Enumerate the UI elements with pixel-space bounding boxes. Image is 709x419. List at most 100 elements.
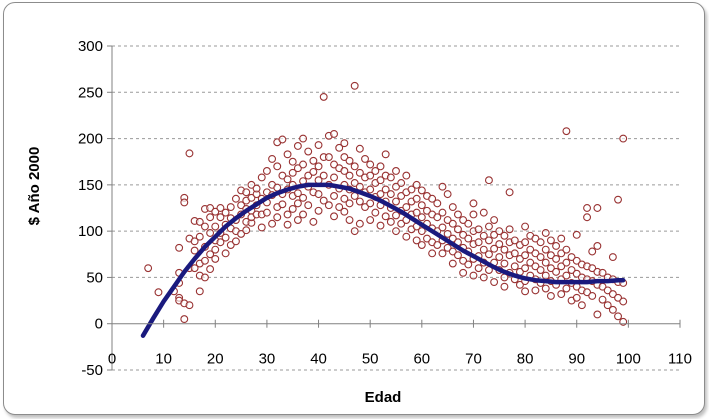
scatter-point — [448, 203, 457, 212]
scatter-point — [392, 167, 400, 175]
x-tick-label: 90 — [568, 351, 585, 368]
scatter-point — [221, 208, 230, 217]
scatter-point — [386, 217, 395, 226]
scatter-point — [443, 190, 452, 199]
scatter-point — [412, 180, 421, 189]
scatter-point — [536, 238, 545, 247]
scatter-point — [557, 290, 566, 299]
scatter-point — [521, 222, 530, 231]
scatter-point — [438, 249, 447, 258]
y-tick-label: 200 — [78, 131, 103, 148]
scatter-point — [211, 245, 220, 254]
scatter-point — [299, 160, 308, 169]
scatter-point — [340, 153, 349, 162]
scatter-point — [206, 265, 215, 274]
scatter-point — [495, 240, 504, 249]
scatter-point — [340, 207, 349, 216]
scatter-point — [515, 280, 524, 289]
scatter-point — [619, 134, 628, 143]
scatter-point — [448, 219, 457, 228]
scatter-point — [366, 171, 375, 180]
scatter-point — [293, 189, 302, 198]
scatter-point — [345, 156, 354, 165]
scatter-point — [154, 288, 163, 297]
scatter-point — [299, 210, 308, 219]
x-tick-label: 110 — [668, 351, 692, 368]
scatter-point — [583, 204, 592, 212]
scatter-point — [309, 167, 318, 176]
scatter-point — [484, 236, 493, 245]
scatter-point — [515, 254, 524, 263]
scatter-point — [588, 291, 597, 300]
scatter-point — [479, 208, 488, 217]
scatter-point — [448, 259, 457, 268]
scatter-point — [144, 264, 153, 273]
scatter-point — [314, 162, 323, 171]
scatter-point — [614, 195, 622, 204]
scatter-point — [355, 197, 364, 206]
x-tick-label: 70 — [465, 351, 482, 368]
scatter-point — [459, 256, 468, 265]
scatter-point — [268, 154, 277, 163]
scatter-point — [180, 315, 189, 324]
scatter-point — [402, 232, 411, 241]
scatter-point — [293, 216, 302, 224]
scatter-point — [531, 262, 540, 271]
scatter-point — [531, 249, 540, 258]
scatter-point — [216, 238, 225, 247]
scatter-point — [500, 231, 509, 240]
scatter-point — [464, 260, 473, 269]
scatter-point — [417, 227, 426, 236]
scatter-point — [546, 291, 555, 300]
scatter-point — [490, 244, 499, 253]
scatter-point — [200, 256, 209, 265]
scatter-point — [350, 227, 359, 236]
scatter-point — [614, 293, 622, 302]
scatter-point — [366, 216, 375, 224]
scatter-point — [350, 162, 359, 171]
scatter-point — [355, 168, 364, 177]
scatter-point — [376, 190, 385, 199]
y-tick-label: 250 — [78, 84, 103, 101]
scatter-point — [505, 225, 514, 234]
scatter-point — [345, 199, 354, 208]
tick-labels: -50 0 50 100 150 200 250 300 0 10 20 30 40 50 60 70 80 90… — [78, 38, 692, 379]
scatter-point — [510, 236, 519, 245]
scatter-point — [541, 271, 550, 280]
scatter-point — [324, 201, 333, 210]
scatter-point — [619, 317, 628, 326]
scatter-point — [247, 180, 256, 189]
scatter-point — [314, 206, 323, 215]
scatter-point — [484, 222, 493, 231]
scatter-point — [583, 213, 592, 222]
scatter-point — [386, 173, 395, 182]
scatter-point — [355, 219, 364, 228]
scatter-point — [283, 175, 292, 184]
scatter-point — [190, 237, 199, 246]
scatter-point — [319, 92, 328, 101]
scatter-point — [283, 150, 292, 159]
scatter-point — [490, 216, 499, 224]
scatter-point — [459, 230, 468, 239]
scatter-point — [567, 266, 576, 274]
scatter-point — [438, 208, 447, 217]
scatter-point — [557, 249, 566, 258]
scatter-point — [231, 194, 240, 203]
scatter-point — [552, 242, 561, 250]
scatter-point — [608, 253, 617, 262]
scatter-point — [490, 230, 499, 239]
scatter-point — [433, 241, 442, 249]
scatter-point — [376, 176, 385, 185]
scatter-point — [541, 245, 550, 254]
scatter-point — [557, 234, 566, 243]
scatter-point — [495, 253, 504, 262]
scatter-point — [350, 81, 359, 90]
scatter-point — [603, 301, 612, 310]
scatter-point — [314, 190, 323, 199]
scatter-point — [195, 232, 204, 241]
scatter-point — [273, 213, 282, 222]
scatter-point — [572, 256, 581, 265]
scatter-point — [211, 222, 220, 231]
scatter-point — [293, 199, 302, 208]
scatter-point — [479, 245, 488, 254]
